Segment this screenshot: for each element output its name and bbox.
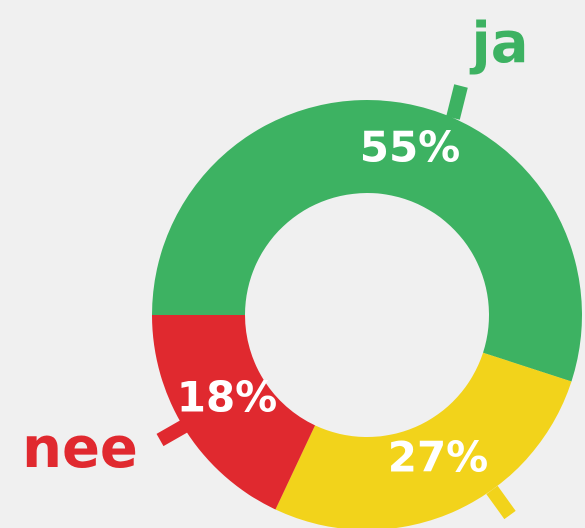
slice <box>275 352 572 528</box>
value-label: 55% <box>360 123 461 172</box>
value-label: 27% <box>388 433 489 482</box>
category-label: ja <box>470 11 529 76</box>
leader-ja <box>446 84 468 120</box>
leader-nee <box>156 417 192 447</box>
slices <box>152 100 582 528</box>
value-label: 18% <box>177 373 278 422</box>
leader-yellow <box>486 485 516 520</box>
category-label: nee <box>22 416 138 481</box>
slice <box>152 100 582 382</box>
slice <box>152 315 316 510</box>
